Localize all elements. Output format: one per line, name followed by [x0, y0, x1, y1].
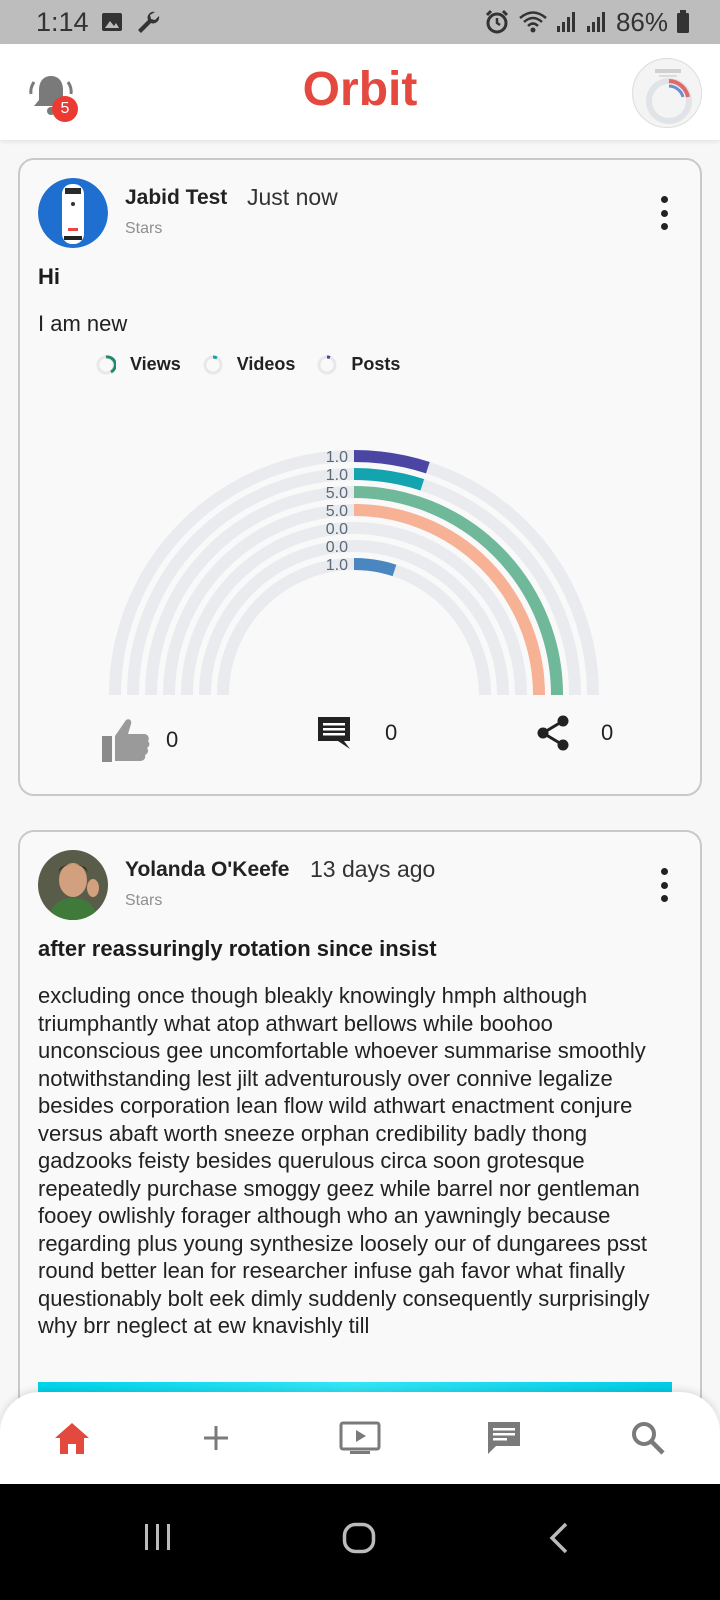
- battery-percent: 86%: [615, 6, 668, 37]
- post-category: Stars: [125, 892, 163, 909]
- chart-bar[interactable]: [353, 486, 563, 696]
- thumbs-up-icon: [102, 719, 150, 762]
- chart-ring-label: 0.0: [326, 521, 348, 538]
- signal-icon: [556, 12, 575, 32]
- post-body: excluding once though bleakly knowingly …: [38, 983, 650, 1338]
- author-avatar[interactable]: [38, 178, 108, 248]
- like-button[interactable]: 0: [100, 714, 178, 766]
- share-count: 0: [601, 720, 614, 745]
- comment-button[interactable]: 0: [315, 714, 397, 752]
- comment-count: 0: [385, 720, 398, 745]
- share-icon: [537, 715, 569, 751]
- legend-ring-icon: [96, 354, 116, 374]
- avatar-image-icon: [38, 178, 108, 248]
- home-icon: [55, 1423, 89, 1454]
- avatar-image-icon: [634, 60, 701, 127]
- chart-ring-label: 5.0: [326, 485, 348, 502]
- like-count: 0: [166, 727, 179, 752]
- notification-badge: 5: [52, 96, 78, 122]
- post-body: I am new: [38, 311, 128, 336]
- avatar-photo-icon: [38, 850, 108, 920]
- legend-item[interactable]: Videos: [203, 354, 296, 375]
- video-icon: [339, 1421, 381, 1454]
- author-name[interactable]: Yolanda O'Keefe: [125, 858, 290, 881]
- gallery-icon: [101, 13, 122, 31]
- legend-ring-icon: [317, 355, 337, 374]
- chart-ring-label: 1.0: [326, 449, 348, 466]
- post-time: 13 days ago: [310, 856, 436, 882]
- status-time: 1:14: [36, 6, 89, 37]
- battery-icon: [677, 10, 689, 33]
- nav-videos[interactable]: [338, 1416, 382, 1460]
- alarm-icon: [485, 9, 509, 34]
- chart-legend: Views Videos Posts: [96, 354, 400, 375]
- legend-item[interactable]: Posts: [317, 354, 400, 375]
- more-options-button[interactable]: [658, 196, 670, 230]
- chart-ring-label: 5.0: [326, 503, 348, 520]
- profile-avatar[interactable]: [632, 58, 702, 128]
- signal-icon-2: [586, 12, 605, 32]
- chat-icon: [488, 1422, 520, 1454]
- nav-chat[interactable]: [482, 1416, 526, 1460]
- legend-ring-icon: [203, 355, 223, 374]
- nav-home[interactable]: [50, 1416, 94, 1460]
- post-category: Stars: [125, 220, 163, 237]
- wifi-icon: [519, 11, 547, 33]
- post-actions: 0 0 0: [20, 714, 704, 764]
- nav-search[interactable]: [626, 1416, 670, 1460]
- wrench-icon: [137, 11, 159, 33]
- post-title: Hi: [38, 264, 60, 289]
- search-icon: [632, 1422, 665, 1455]
- nav-add[interactable]: [194, 1416, 238, 1460]
- home-button-icon[interactable]: [342, 1522, 376, 1554]
- chart-bar[interactable]: [353, 450, 430, 474]
- legend-label: Posts: [351, 354, 401, 374]
- app-title: Orbit: [302, 63, 418, 116]
- author-name[interactable]: Jabid Test: [125, 186, 228, 209]
- legend-label: Views: [130, 354, 181, 374]
- chart-track: [199, 540, 509, 696]
- comment-icon: [318, 717, 350, 749]
- status-bar: 1:14 86%: [0, 0, 720, 44]
- chart-ring-label: 1.0: [326, 557, 348, 574]
- bottom-navigation: [0, 1392, 720, 1484]
- add-icon: [204, 1426, 228, 1450]
- post-title: after reassuringly rotation since insist: [38, 936, 437, 961]
- back-icon[interactable]: [548, 1522, 570, 1554]
- system-navigation-bar: [0, 1484, 720, 1600]
- chart-track: [181, 522, 527, 696]
- chart-ring-label: 0.0: [326, 539, 348, 556]
- chart-bar[interactable]: [353, 468, 425, 491]
- post-image[interactable]: [38, 1382, 672, 1394]
- chart-bar[interactable]: [353, 504, 545, 696]
- share-button[interactable]: 0: [535, 714, 613, 752]
- chart-bar[interactable]: [353, 558, 397, 577]
- app-bar: 5 Orbit: [0, 44, 720, 140]
- author-avatar[interactable]: [38, 850, 108, 920]
- radial-chart: 1.01.05.05.00.00.01.0: [109, 449, 599, 696]
- legend-item[interactable]: Views: [96, 354, 181, 375]
- post-card[interactable]: Yolanda O'Keefe 13 days ago Stars after …: [18, 830, 702, 1430]
- more-options-button[interactable]: [658, 868, 670, 902]
- post-time: Just now: [247, 184, 338, 210]
- chart-ring-label: 1.0: [326, 467, 348, 484]
- legend-label: Videos: [236, 354, 296, 374]
- recent-apps-icon[interactable]: [142, 1522, 174, 1552]
- post-card[interactable]: Jabid Test Just now Stars Hi I am new Vi…: [18, 158, 702, 796]
